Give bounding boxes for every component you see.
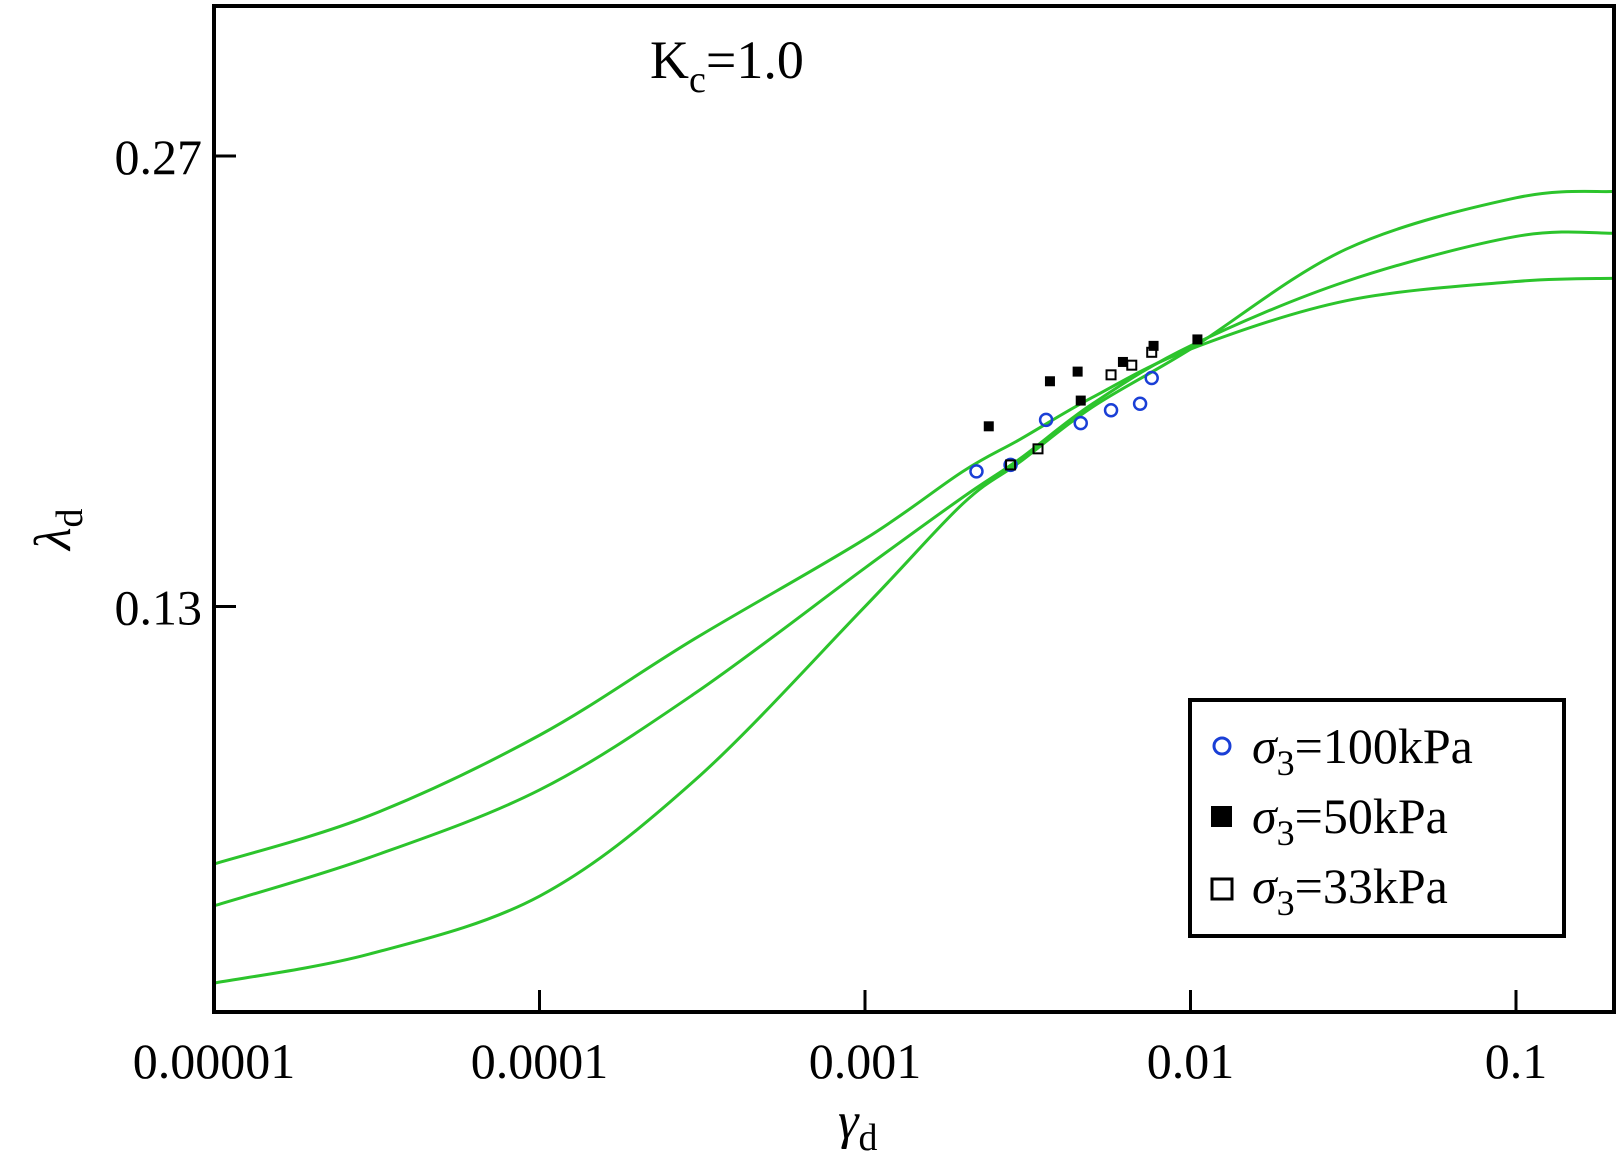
data-point-100kpa [1103,402,1119,418]
legend-box [1188,698,1566,938]
annotation-sub: c [689,59,706,101]
x-tick-label: 0.1 [1485,1033,1548,1089]
legend-label-100kpa: σ3=100kPa [1252,718,1473,783]
x-tick-label: 0.001 [809,1033,922,1089]
legend-item-50kpa: σ3=50kPa [1211,788,1448,853]
legend-rest: =100kPa [1295,718,1473,774]
x-axis-label-sub: d [859,1117,878,1159]
legend-sigma: σ [1252,788,1279,844]
legend-label-50kpa: σ3=50kPa [1252,788,1448,853]
legend-item-100kpa: σ3=100kPa [1212,718,1473,783]
x-tick-label: 0.0001 [471,1033,609,1089]
annotation-rest: =1.0 [706,30,804,90]
y-axis-label-sub: d [49,508,91,527]
legend-sigma: σ [1252,858,1279,914]
legend-item-33kpa: σ3=33kPa [1210,858,1448,923]
legend-marker-filled-square [1211,806,1232,827]
fit-curve [213,230,1615,908]
legend-sub: 3 [1277,813,1295,853]
y-axis-label: λd [25,508,91,552]
data-point-100kpa [1073,415,1088,431]
data-point-50kpa [983,421,994,432]
data-point-33kpa [1005,459,1017,471]
legend: σ3=100kPa σ3=50kPa σ3=33kPa [1188,698,1566,938]
y-tick-label: 0.27 [115,129,203,185]
axes: 0.00001 0.0001 0.001 0.01 0.1 0.13 0.27 [115,4,1616,1089]
legend-rest: =33kPa [1295,858,1448,914]
x-tick-label: 0.00001 [133,1033,296,1089]
x-tick-label: 0.01 [1147,1033,1235,1089]
data-point-33kpa [1032,443,1044,455]
data-point-50kpa [1044,376,1055,387]
data-markers [969,334,1203,479]
chart-text: Kc=1.0 γd λd [25,30,878,1159]
fit-curves [213,189,1615,985]
legend-sigma: σ [1252,718,1279,774]
data-point-50kpa [1117,356,1128,367]
x-axis-label-main: γ [838,1093,860,1150]
data-point-33kpa [1126,359,1138,371]
legend-marker-open-circle [1212,736,1232,756]
data-point-100kpa [969,464,984,479]
legend-sub: 3 [1277,743,1295,783]
fit-curve [213,189,1615,985]
data-point-50kpa [1072,366,1083,377]
plot-frame [212,4,1616,1014]
data-point-100kpa [1038,412,1054,428]
legend-marker-open-square [1210,877,1234,901]
data-point-100kpa [1003,457,1018,473]
data-point-100kpa [1144,370,1159,386]
y-axis-label-main: λ [25,527,82,552]
legend-rest: =50kPa [1295,788,1448,844]
data-point-50kpa [1075,395,1086,406]
data-point-33kpa [1146,346,1158,358]
x-axis-label: γd [838,1093,878,1159]
fit-curve [213,276,1615,866]
annotation-main: K [650,30,689,90]
legend-sub: 3 [1277,883,1295,923]
annotation-kc: Kc=1.0 [650,30,804,101]
legend-label-33kpa: σ3=33kPa [1252,858,1448,923]
y-tick-label: 0.13 [115,580,203,636]
data-point-33kpa [1105,369,1117,381]
data-point-50kpa [1148,340,1159,351]
data-point-100kpa [1132,396,1148,412]
data-point-50kpa [1192,334,1203,345]
